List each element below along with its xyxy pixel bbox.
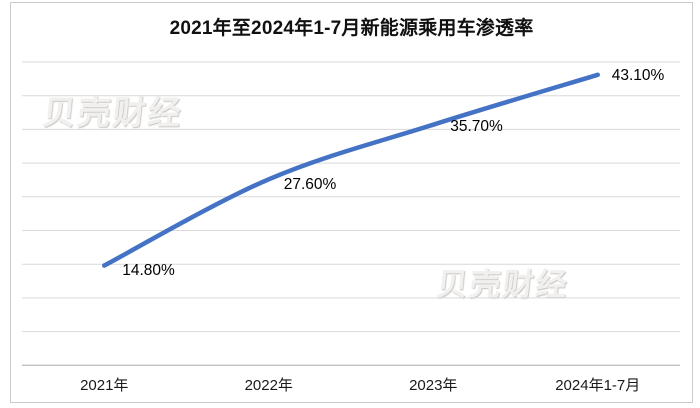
trend-line (102, 72, 600, 268)
x-axis-label-2021年: 2021年 (80, 377, 129, 394)
data-label-2024年1-7月: 43.10% (611, 66, 665, 84)
data-label-2023年: 35.70% (450, 117, 503, 135)
x-axis-label-2023年: 2023年 (409, 377, 458, 394)
chart-title: 2021年至2024年1-7月新能源乘用车渗透率 (169, 18, 534, 39)
data-label-2021年: 14.80% (122, 261, 175, 279)
x-axis-label-2024年1-7月: 2024年1-7月 (555, 377, 641, 394)
chart-frame (10, 2, 693, 403)
x-axis-label-2022年: 2022年 (244, 377, 293, 394)
data-label-2022年: 27.60% (283, 176, 337, 194)
